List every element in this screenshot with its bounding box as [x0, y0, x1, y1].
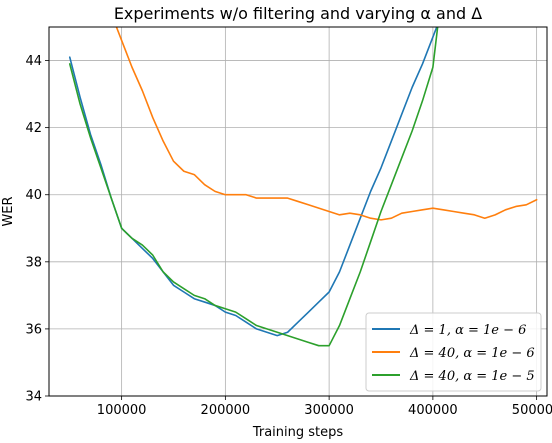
y-tick-label: 40: [25, 188, 42, 203]
legend-label-3: Δ = 40, α = 1e − 5: [409, 369, 535, 384]
y-axis: 34 36 38 40 42 44: [25, 54, 49, 405]
y-tick-label: 34: [25, 390, 42, 405]
legend-label-2: Δ = 40, α = 1e − 6: [409, 346, 535, 361]
x-tick-label: 400000: [408, 403, 458, 418]
y-tick-label: 38: [25, 255, 42, 270]
chart-title: Experiments w/o filtering and varying α …: [114, 4, 482, 23]
legend-box: [365, 312, 542, 392]
plot-frame: [48, 26, 548, 397]
series-line-3: [68, 27, 439, 347]
y-axis-label: WER: [1, 196, 16, 226]
y-tick-label: 42: [25, 121, 42, 136]
x-tick-label: 100000: [97, 403, 147, 418]
x-tick-label: 300000: [304, 403, 354, 418]
y-tick-label: 36: [25, 322, 42, 337]
legend: Δ = 1, α = 1e − 6 Δ = 40, α = 1e − 6 Δ = 4…: [365, 312, 542, 392]
series-line-1: [68, 27, 438, 337]
series-lines: [68, 27, 538, 347]
x-axis: 100000 200000 300000 400000 500000: [97, 396, 552, 418]
legend-label-1: Δ = 1, α = 1e − 6: [409, 323, 526, 338]
x-tick-label: 200000: [201, 403, 251, 418]
series-line-2: [115, 27, 538, 221]
y-tick-label: 44: [25, 54, 42, 69]
x-tick-label: 500000: [512, 403, 552, 418]
x-axis-label: Training steps: [252, 425, 344, 440]
